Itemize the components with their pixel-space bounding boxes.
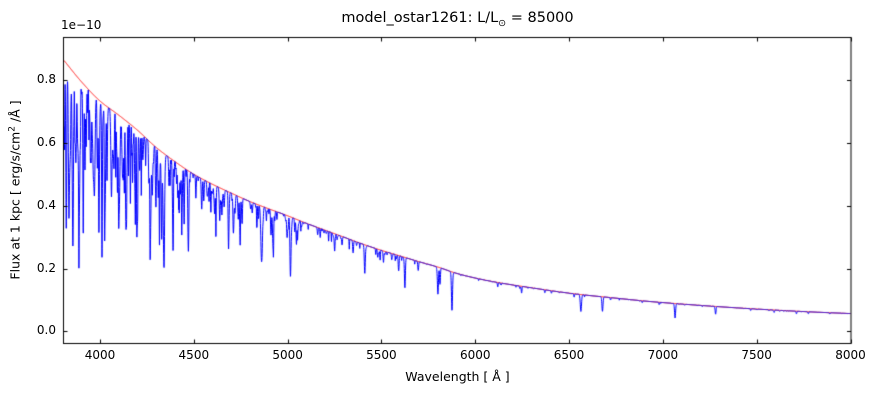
chart-title: model_ostar1261: L/L⊙ = 85000 <box>64 10 851 29</box>
y-tick-label: 0.4 <box>36 197 56 212</box>
x-tick-label: 6500 <box>553 348 585 362</box>
x-tick-label: 5500 <box>366 348 397 362</box>
x-tick-label: 8000 <box>835 348 866 362</box>
y-tick-label: 0.8 <box>36 71 56 86</box>
y-axis-label-suffix: /Å ] <box>7 100 23 127</box>
y-axis-offset-label: 1e−10 <box>61 18 102 32</box>
x-tick-label: 4500 <box>178 348 210 362</box>
solar-symbol: ⊙ <box>498 17 507 29</box>
y-axis-label: Flux at 1 kpc [ erg/s/cm2 /Å ] <box>7 100 22 279</box>
chart-title-text: model_ostar1261: L/L <box>341 10 499 26</box>
y-tick-label: 0.0 <box>36 323 56 338</box>
x-tick-label: 4000 <box>84 348 116 362</box>
x-axis-label: Wavelength [ Å ] <box>405 369 510 384</box>
y-tick-label: 0.6 <box>36 134 56 149</box>
x-tick-label: 6000 <box>459 348 491 362</box>
x-tick-label: 7000 <box>647 348 679 362</box>
x-tick-label: 7500 <box>741 348 772 362</box>
chart-title-suffix: = 85000 <box>506 10 574 26</box>
y-tick-label: 0.2 <box>36 260 56 275</box>
y-axis-label-exponent: 2 <box>7 126 18 132</box>
x-tick-label: 5000 <box>272 348 303 362</box>
